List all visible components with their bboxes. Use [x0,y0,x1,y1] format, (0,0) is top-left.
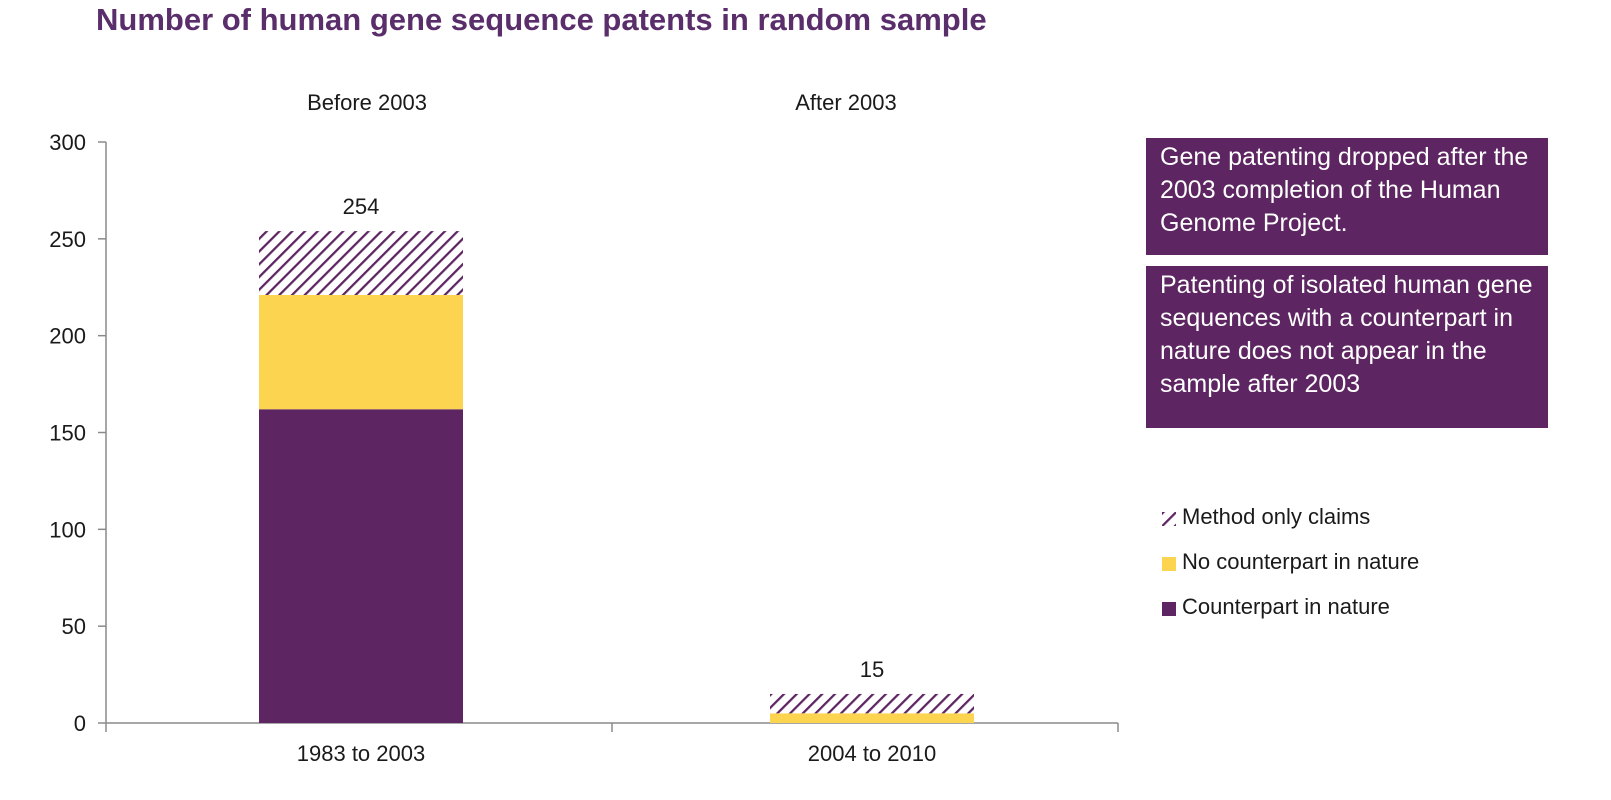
yellow-swatch-icon [1162,557,1176,571]
group-label: After 2003 [795,90,897,115]
legend-label: No counterpart in nature [1182,545,1419,579]
callout-dropped: Gene patenting dropped after the 2003 co… [1146,138,1548,255]
y-tick-label: 150 [49,421,86,446]
y-tick-label: 50 [62,614,86,639]
y-tick-label: 0 [74,711,86,736]
y-tick-label: 250 [49,227,86,252]
bar-segment-counterpart [259,409,463,723]
bar-segment-method-only [259,231,463,295]
y-tick-label: 100 [49,517,86,542]
bar-segment-no-counterpart [259,295,463,409]
legend-label: Method only claims [1182,500,1370,534]
y-tick-label: 300 [49,130,86,155]
group-label: Before 2003 [307,90,427,115]
total-data-label: 15 [860,657,884,682]
y-tick-label: 200 [49,324,86,349]
legend-label: Counterpart in nature [1182,590,1390,624]
bar-chart: 0 50 100 150 200 250 300 254 1983 to 2003 Before … [0,0,1130,800]
callout-counterpart: Patenting of isolated human gene sequenc… [1146,266,1548,428]
purple-swatch-icon [1162,602,1176,616]
bar-segment-no-counterpart [770,713,974,723]
hatch-swatch-icon [1162,512,1176,526]
bar-segment-method-only [770,694,974,713]
x-tick-label: 2004 to 2010 [808,741,936,766]
total-data-label: 254 [343,194,380,219]
x-tick-label: 1983 to 2003 [297,741,425,766]
